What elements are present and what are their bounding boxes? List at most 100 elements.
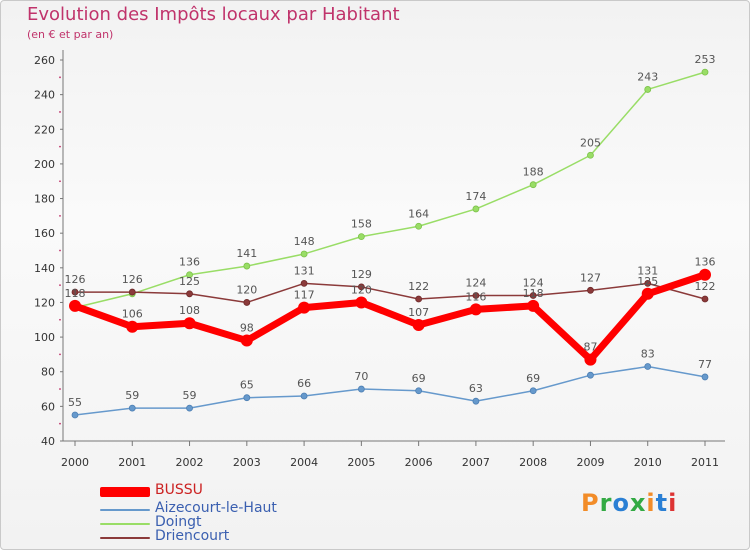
data-label: 125 [179, 275, 200, 288]
data-point [584, 353, 597, 366]
y-tick-label: 200 [34, 158, 55, 171]
data-label: 125 [637, 275, 658, 288]
legend-swatch [100, 537, 150, 539]
data-point [183, 317, 196, 330]
chart-subtitle: (en € et par an) [27, 28, 114, 41]
legend-label: BUSSU [155, 482, 203, 498]
y-tick-label: 100 [34, 331, 55, 344]
data-point [527, 299, 540, 312]
series-line-0 [73, 271, 707, 364]
y-tick-label: 220 [34, 123, 55, 136]
y-minor-tick [59, 214, 61, 217]
data-label: 83 [641, 348, 655, 361]
data-point [587, 371, 594, 379]
logo-letter: i [668, 489, 678, 517]
data-point [644, 86, 652, 93]
data-point [300, 250, 308, 258]
data-point [298, 301, 311, 314]
x-tick-label: 2009 [576, 456, 604, 469]
y-tick-label: 260 [34, 54, 55, 67]
data-point [415, 295, 423, 303]
x-tick-label: 2011 [691, 456, 719, 469]
data-point [357, 283, 365, 291]
data-label: 107 [408, 306, 429, 319]
data-point [300, 280, 308, 287]
data-point [701, 68, 709, 76]
data-point [415, 387, 423, 395]
data-label: 55 [68, 396, 82, 409]
chart-title: Evolution des Impôts locaux par Habitant [27, 4, 400, 25]
data-label: 158 [351, 218, 372, 231]
series-line-2 [74, 71, 706, 309]
data-label: 70 [354, 370, 368, 383]
data-point [186, 290, 193, 298]
data-label: 65 [240, 379, 254, 392]
y-tick-label: 180 [34, 193, 55, 206]
legend-label: Driencourt [155, 528, 230, 544]
y-minor-tick [59, 111, 61, 113]
data-label: 126 [122, 273, 143, 286]
data-label: 118 [523, 287, 544, 300]
data-point [243, 262, 251, 270]
data-label: 122 [695, 280, 716, 293]
data-label: 188 [523, 166, 544, 179]
data-label: 87 [583, 341, 597, 354]
y-minor-tick [59, 318, 61, 321]
y-tick-label: 120 [34, 296, 55, 309]
x-tick-label: 2010 [634, 456, 662, 469]
data-label: 98 [240, 322, 254, 335]
data-point [243, 394, 251, 402]
data-label: 126 [65, 273, 86, 286]
data-point [357, 385, 365, 393]
y-tick-label: 160 [34, 227, 55, 240]
y-minor-tick [59, 353, 61, 356]
logo-letter: i [646, 489, 656, 517]
legend-item: Doingt [100, 514, 350, 530]
data-point [186, 271, 193, 279]
y-tick-label: 40 [41, 435, 55, 448]
data-point [701, 373, 709, 381]
data-label: 108 [179, 304, 200, 317]
proxiti-logo: Proxiti [581, 489, 677, 517]
legend-swatch [100, 523, 150, 525]
data-label: 59 [183, 389, 197, 402]
legend-label: Aizecourt-le-Haut [155, 500, 277, 516]
logo-letter: x [629, 489, 647, 517]
data-label: 63 [469, 382, 483, 395]
x-tick-label: 2000 [61, 456, 89, 469]
legend-label: Doingt [155, 514, 202, 530]
logo-letter: t [655, 489, 669, 517]
data-point [128, 288, 136, 296]
data-label: 118 [65, 287, 86, 300]
legend-item: Aizecourt-le-Haut [100, 500, 350, 516]
data-label: 117 [294, 289, 315, 302]
data-point [415, 222, 423, 230]
data-label: 131 [294, 264, 315, 277]
data-label: 131 [637, 264, 658, 277]
x-tick-label: 2001 [118, 456, 146, 469]
data-label: 127 [580, 271, 601, 284]
data-point [529, 387, 537, 395]
data-point [412, 318, 425, 331]
data-point [300, 392, 308, 400]
legend-swatch [100, 487, 150, 497]
data-point [472, 205, 480, 213]
data-label: 243 [637, 70, 658, 83]
legend-item: Driencourt [100, 528, 350, 544]
data-label: 69 [412, 372, 426, 385]
data-point [472, 292, 480, 299]
y-minor-tick [59, 249, 61, 252]
data-label: 122 [408, 280, 429, 293]
x-tick-label: 2004 [290, 456, 318, 469]
logo-letter: P [581, 489, 600, 517]
series-line-1 [74, 365, 706, 416]
data-label: 141 [236, 247, 257, 260]
legend-swatch [100, 509, 150, 511]
data-label: 59 [125, 389, 139, 402]
x-tick-label: 2005 [347, 456, 375, 469]
x-tick-label: 2002 [176, 456, 204, 469]
data-point [240, 334, 253, 347]
y-minor-tick [59, 422, 61, 425]
data-point [71, 411, 79, 419]
